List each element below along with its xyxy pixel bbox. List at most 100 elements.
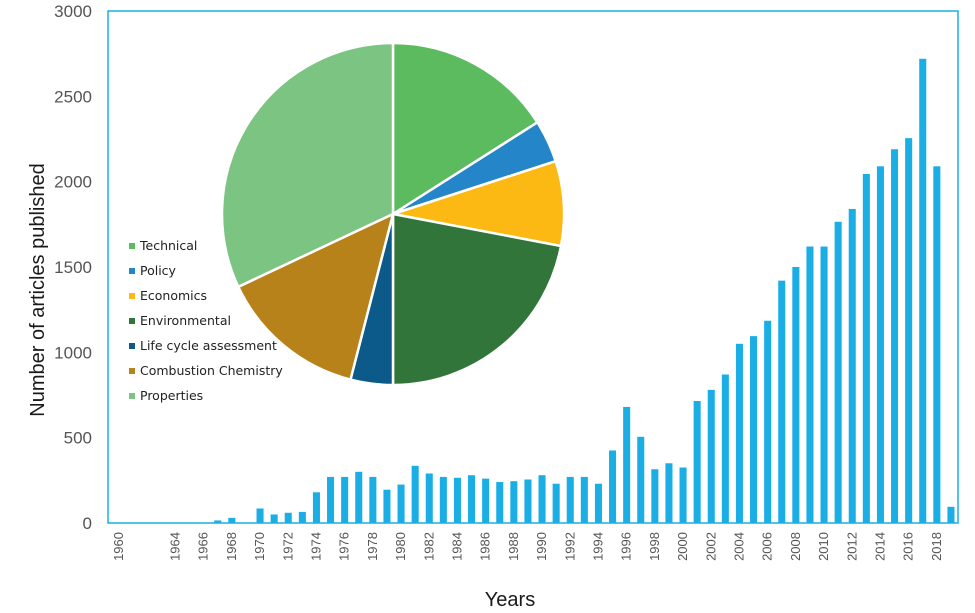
bar [228,517,236,523]
bar [820,246,828,523]
bar [735,343,743,523]
bar [411,465,419,523]
legend-swatch [129,243,135,249]
x-tick-label: 1986 [478,532,493,561]
y-tick-label: 0 [83,514,92,533]
bar [764,320,772,523]
bar [707,389,715,523]
x-tick-label: 1984 [449,532,464,561]
y-tick-label: 500 [64,429,92,448]
pie-legend: Technical Policy Economics Environmental Lif… [129,238,283,403]
x-tick-label: 1960 [111,532,126,561]
legend-label: Economics [140,288,207,303]
y-axis-ticks: 0 500 1000 1500 2000 2500 3000 [54,2,92,533]
x-tick-label: 1982 [421,532,436,561]
legend-label: Life cycle assessment [140,338,277,353]
legend-swatch [129,268,135,274]
pie-slice [391,212,563,387]
bar [594,483,602,523]
x-tick-label: 2008 [788,532,803,561]
bar [862,173,870,523]
bar [383,489,391,523]
bar [214,520,222,523]
x-tick-label: 1996 [619,532,634,561]
legend-swatch [129,318,135,324]
y-tick-label: 1500 [54,258,92,277]
x-tick-label: 2006 [760,532,775,561]
bar [665,463,673,523]
legend-label: Properties [140,388,203,403]
x-tick-label: 1964 [167,532,182,561]
bar [453,477,461,523]
bar [750,336,758,523]
bar [496,482,504,523]
bar [792,267,800,523]
legend-swatch [129,368,135,374]
pie-slice [220,41,395,289]
bar [566,476,574,523]
x-tick-label: 2004 [731,532,746,561]
x-tick-label: 1970 [252,532,267,561]
bar [651,469,659,523]
bar [806,246,814,523]
x-tick-label: 1992 [562,532,577,561]
y-tick-label: 1000 [54,343,92,362]
bar-series [214,58,955,524]
bar [919,58,927,523]
x-tick-label: 1978 [365,532,380,561]
bar [693,400,701,523]
legend-label: Environmental [140,313,231,328]
x-axis-ticks: 1960 1964 1966 1968 1970 1972 1974 1976 1978 1980… [111,532,944,561]
bar [876,166,884,523]
x-tick-label: 2018 [929,532,944,561]
x-tick-label: 1974 [308,532,323,561]
bar [580,476,588,523]
x-tick-label: 1988 [506,532,521,561]
x-tick-label: 1972 [280,532,295,561]
x-axis-title: Years [485,589,535,611]
y-tick-label: 3000 [54,2,92,21]
bar [623,406,631,523]
y-axis-title: Number of articles published [27,163,49,416]
legend-swatch [129,293,135,299]
x-tick-label: 1968 [224,532,239,561]
legend-label: Combustion Chemistry [140,363,283,378]
bar [891,149,899,524]
legend-swatch [129,393,135,399]
x-tick-label: 2000 [675,532,690,561]
bar [679,467,687,523]
bar [510,481,518,523]
bar [524,479,532,523]
legend-swatch [129,343,135,349]
bar [256,508,264,523]
pie-chart [220,41,566,387]
bar [369,476,377,523]
x-tick-label: 2010 [816,532,831,561]
bar [327,476,335,523]
bar [439,476,447,523]
bar [637,436,645,523]
y-tick-label: 2000 [54,173,92,192]
bar [312,492,320,523]
bar [778,280,786,523]
pie-slice [236,211,395,382]
bar [482,478,490,523]
x-tick-label: 1980 [393,532,408,561]
x-tick-label: 1990 [534,532,549,561]
bar [834,221,842,524]
bar [721,374,729,523]
legend-label: Technical [139,238,197,253]
x-tick-label: 2002 [703,532,718,561]
bar [552,483,560,523]
bar [341,476,349,523]
bar [425,473,433,523]
bar [538,475,546,523]
bar [468,475,476,523]
bar [397,484,405,523]
bar [848,208,856,523]
x-tick-label: 2016 [901,532,916,561]
x-tick-label: 2014 [872,532,887,561]
legend-label: Policy [140,263,177,278]
bar [298,511,306,523]
